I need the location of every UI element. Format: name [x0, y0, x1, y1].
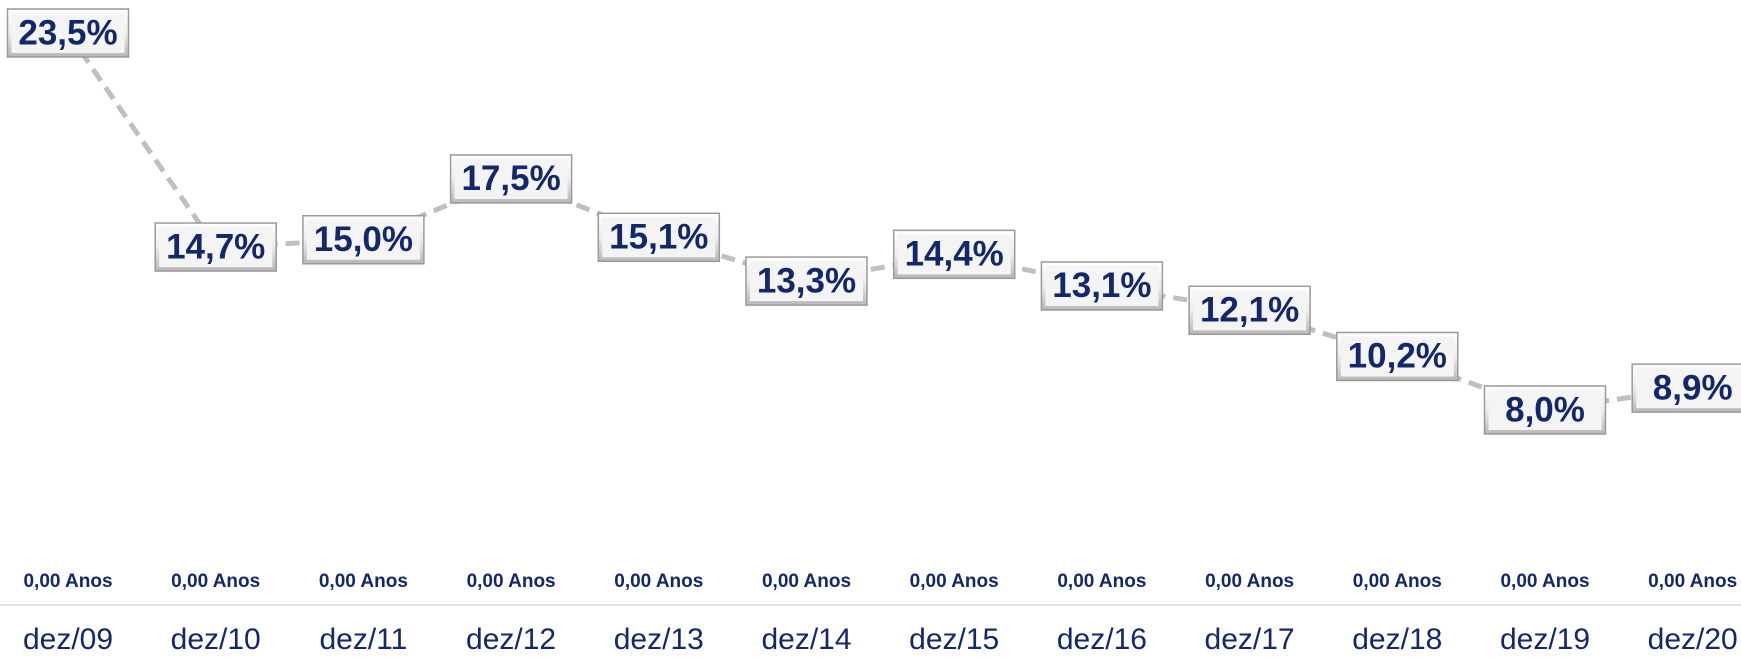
x-sublabel: 0,00 Anos — [614, 571, 703, 592]
x-tick-label: dez/19 — [1500, 623, 1590, 656]
x-sublabel: 0,00 Anos — [1500, 571, 1589, 592]
data-label: 17,5% — [461, 159, 560, 198]
data-label: 8,0% — [1505, 390, 1585, 429]
x-sublabel: 0,00 Anos — [171, 571, 260, 592]
label-box-bevel — [1488, 390, 1602, 430]
label-box-bevel — [306, 219, 420, 260]
x-sublabel: 0,00 Anos — [1648, 571, 1737, 592]
data-label: 8,9% — [1653, 368, 1733, 407]
data-label: 10,2% — [1348, 337, 1447, 376]
x-tick-label: dez/09 — [23, 623, 113, 656]
x-sublabel: 0,00 Anos — [1205, 571, 1294, 592]
label-box-bevel — [454, 158, 568, 199]
label-box-bevel — [1340, 336, 1454, 377]
x-sublabel: 0,00 Anos — [1353, 571, 1442, 592]
x-tick-label: dez/10 — [171, 623, 261, 656]
x-tick-label: dez/16 — [1057, 623, 1147, 656]
x-tick-label: dez/14 — [761, 623, 851, 656]
x-sublabel: 0,00 Anos — [910, 571, 999, 592]
data-label: 23,5% — [18, 13, 117, 52]
x-tick-label: dez/11 — [319, 623, 407, 656]
data-label: 15,0% — [314, 220, 413, 259]
label-box-bevel — [1045, 265, 1159, 306]
label-box-bevel — [602, 217, 716, 258]
x-sublabel: 0,00 Anos — [23, 571, 112, 592]
x-sublabel: 0,00 Anos — [467, 571, 556, 592]
label-box-bevel — [897, 234, 1011, 275]
data-label: 12,1% — [1200, 291, 1299, 330]
label-box-bevel — [11, 13, 125, 53]
x-tick-label: dez/17 — [1205, 623, 1295, 656]
data-label: 14,7% — [166, 227, 265, 266]
x-tick-label: dez/15 — [909, 623, 999, 656]
label-box-bevel — [1636, 368, 1741, 409]
x-tick-label: dez/12 — [466, 623, 556, 656]
data-label: 14,4% — [905, 235, 1004, 274]
x-tick-label: dez/18 — [1352, 623, 1442, 656]
x-tick-label: dez/13 — [614, 623, 704, 656]
x-sublabel: 0,00 Anos — [762, 571, 851, 592]
data-label: 15,1% — [609, 218, 708, 257]
x-tick-label: dez/20 — [1648, 623, 1738, 656]
data-label: 13,3% — [757, 261, 856, 300]
label-box-bevel — [1193, 290, 1307, 331]
data-label: 13,1% — [1052, 266, 1151, 305]
x-sublabel: 0,00 Anos — [1057, 571, 1146, 592]
label-box-bevel — [159, 227, 273, 268]
x-sublabel: 0,00 Anos — [319, 571, 408, 592]
label-box-bevel — [750, 261, 863, 302]
